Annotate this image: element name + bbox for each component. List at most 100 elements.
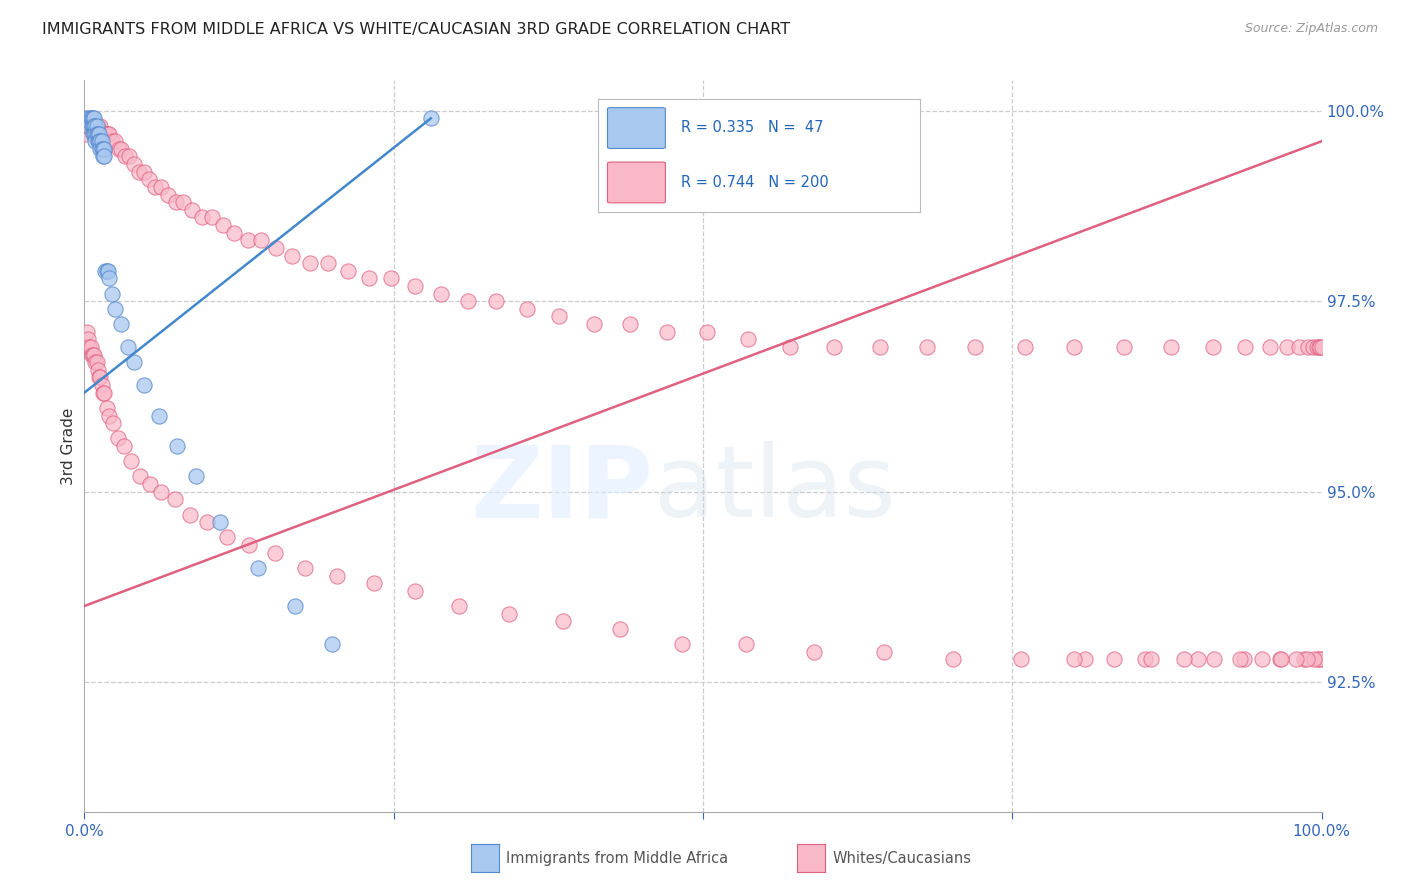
Point xyxy=(1302,340,1324,354)
Point xyxy=(84,119,107,133)
Point xyxy=(1102,652,1125,666)
Point xyxy=(96,401,118,415)
Point xyxy=(87,127,110,141)
Point xyxy=(915,340,938,354)
Point xyxy=(215,531,238,545)
Point xyxy=(114,149,136,163)
Point xyxy=(553,614,575,628)
Point xyxy=(98,409,121,423)
Point xyxy=(419,112,441,126)
Point xyxy=(1258,340,1281,354)
Point xyxy=(77,332,100,346)
Point xyxy=(83,119,105,133)
Point xyxy=(609,622,631,636)
Point xyxy=(97,264,120,278)
Point xyxy=(120,454,142,468)
Point xyxy=(181,202,204,217)
Point xyxy=(1014,340,1036,354)
Point xyxy=(112,439,135,453)
Point xyxy=(79,112,101,126)
Point xyxy=(284,599,307,613)
Point xyxy=(87,134,110,148)
Point xyxy=(93,127,115,141)
Point xyxy=(1202,340,1225,354)
Point xyxy=(1140,652,1163,666)
Point xyxy=(96,127,118,141)
Point xyxy=(1233,340,1256,354)
Point xyxy=(1133,652,1156,666)
Point xyxy=(326,568,349,582)
Point xyxy=(93,142,115,156)
Point xyxy=(90,378,112,392)
Point xyxy=(498,607,520,621)
Point xyxy=(76,119,98,133)
Point xyxy=(191,211,214,225)
Text: ZIP: ZIP xyxy=(471,442,654,539)
Point xyxy=(94,264,117,278)
Point xyxy=(82,119,104,133)
Point xyxy=(79,119,101,133)
Point xyxy=(548,310,571,324)
Point xyxy=(166,439,188,453)
Point xyxy=(1305,340,1327,354)
Point xyxy=(90,134,112,148)
Point xyxy=(82,127,104,141)
Point xyxy=(165,195,187,210)
Point xyxy=(117,340,139,354)
Point xyxy=(1288,340,1310,354)
Point xyxy=(89,134,111,148)
Point xyxy=(696,325,718,339)
Point xyxy=(122,355,145,369)
Point xyxy=(132,165,155,179)
Point xyxy=(118,149,141,163)
Point xyxy=(1112,340,1135,354)
Point xyxy=(264,546,287,560)
Point xyxy=(246,561,269,575)
Point xyxy=(1296,340,1319,354)
Point xyxy=(1063,652,1085,666)
Point xyxy=(823,340,845,354)
Point xyxy=(86,119,108,133)
Point xyxy=(76,325,98,339)
Point xyxy=(1275,340,1298,354)
Point xyxy=(97,127,120,141)
Point xyxy=(803,645,825,659)
Point xyxy=(82,112,104,126)
Point xyxy=(79,119,101,133)
Point xyxy=(79,340,101,354)
Point xyxy=(80,112,103,126)
Point xyxy=(80,348,103,362)
Point xyxy=(222,226,245,240)
Point xyxy=(583,317,606,331)
Point xyxy=(1268,652,1291,666)
Point xyxy=(89,370,111,384)
Point xyxy=(1233,652,1256,666)
Point xyxy=(150,484,173,499)
Point xyxy=(87,119,110,133)
Point xyxy=(195,515,218,529)
Point xyxy=(655,325,678,339)
Point xyxy=(89,142,111,156)
Point xyxy=(89,127,111,141)
Point xyxy=(87,363,110,377)
Point xyxy=(236,233,259,247)
Point xyxy=(157,187,180,202)
Point xyxy=(1063,340,1085,354)
Point xyxy=(1270,652,1292,666)
Point xyxy=(122,157,145,171)
Point xyxy=(1229,652,1251,666)
Point xyxy=(1187,652,1209,666)
Point xyxy=(942,652,965,666)
Point xyxy=(91,149,114,163)
Point xyxy=(1010,652,1032,666)
Point xyxy=(89,370,111,384)
Point xyxy=(671,637,693,651)
Point xyxy=(1294,652,1316,666)
Point xyxy=(1308,340,1330,354)
Point xyxy=(1173,652,1195,666)
Point xyxy=(84,134,107,148)
Point xyxy=(90,142,112,156)
Point xyxy=(1303,652,1326,666)
Point xyxy=(485,294,508,309)
Point xyxy=(79,119,101,133)
